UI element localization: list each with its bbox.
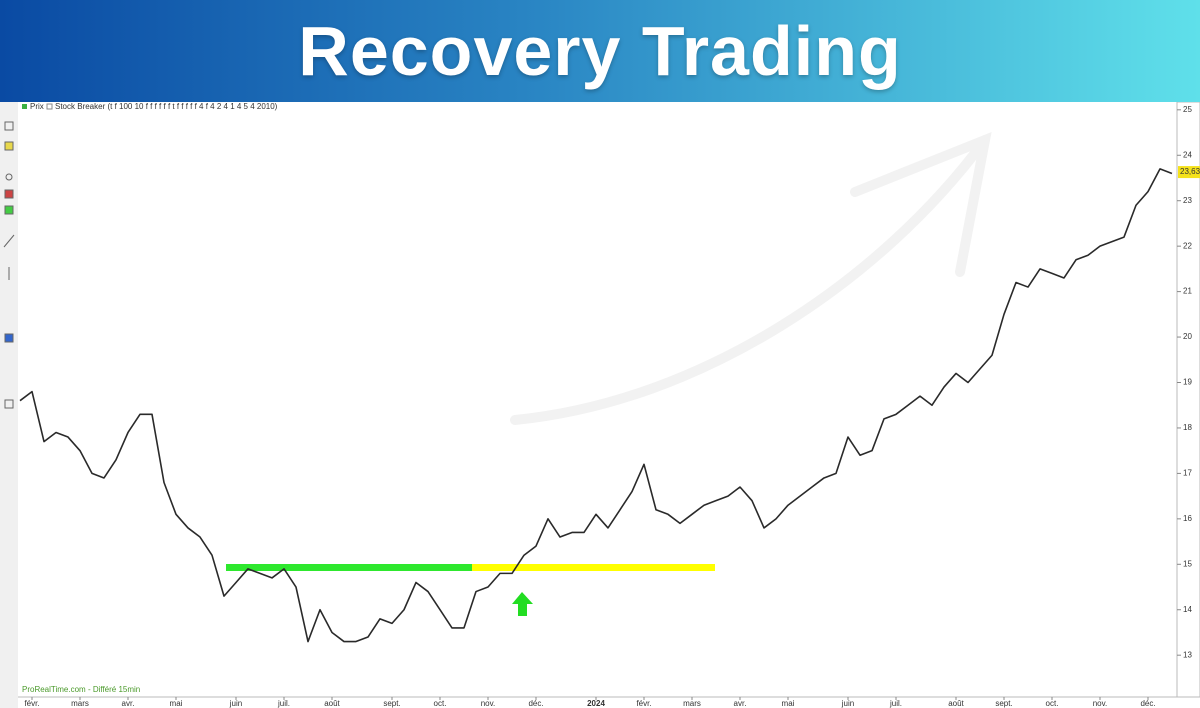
y-tick-label: 18 xyxy=(1183,423,1192,432)
x-tick-label: août xyxy=(948,699,964,708)
x-tick-label: avr. xyxy=(734,699,747,708)
y-tick-label: 25 xyxy=(1183,105,1192,114)
x-tick-label: mars xyxy=(71,699,89,708)
x-tick-label: févr. xyxy=(24,699,39,708)
tool-icon[interactable] xyxy=(4,121,14,131)
y-tick-label: 23 xyxy=(1183,196,1192,205)
tool-icon[interactable] xyxy=(4,189,14,199)
chart: Prix Stock Breaker (t f 100 10 f f f f f… xyxy=(0,102,1200,708)
tool-icon[interactable] xyxy=(4,333,14,343)
y-axis xyxy=(1176,102,1200,698)
tool-icon[interactable] xyxy=(4,141,14,151)
legend-label: Prix xyxy=(30,102,44,111)
x-tick-label: juin xyxy=(229,699,242,708)
y-tick-label: 20 xyxy=(1183,332,1192,341)
y-tick-label: 17 xyxy=(1183,469,1192,478)
tool-icon[interactable] xyxy=(4,399,14,409)
x-tick-label: oct. xyxy=(1046,699,1059,708)
x-tick-label: oct. xyxy=(434,699,447,708)
tool-icon[interactable] xyxy=(3,234,15,248)
x-tick-label: 2024 xyxy=(587,699,605,708)
y-tick-label: 14 xyxy=(1183,605,1192,614)
tool-icon[interactable] xyxy=(4,205,14,215)
y-tick-label: 16 xyxy=(1183,514,1192,523)
header-title: Recovery Trading xyxy=(298,12,902,90)
legend-swatch xyxy=(22,104,27,109)
x-tick-label: août xyxy=(324,699,340,708)
y-tick-label: 13 xyxy=(1183,650,1192,659)
x-tick-label: juin xyxy=(841,699,854,708)
legend-swatch xyxy=(46,103,53,110)
last-price-label: 23,63 xyxy=(1180,167,1200,176)
x-tick-label: mars xyxy=(683,699,701,708)
footer: ProRealTime.com - Différé 15min xyxy=(22,685,140,694)
y-tick-label: 15 xyxy=(1183,559,1192,568)
trend-arrow-head xyxy=(850,131,992,277)
x-tick-label: avr. xyxy=(122,699,135,708)
toolbar xyxy=(0,102,18,708)
y-tick-label: 22 xyxy=(1183,241,1192,250)
x-tick-label: juil. xyxy=(277,699,290,708)
x-tick-label: sept. xyxy=(995,699,1012,708)
x-tick-label: juil. xyxy=(889,699,902,708)
y-tick-label: 24 xyxy=(1183,150,1192,159)
x-tick-label: févr. xyxy=(636,699,651,708)
breakout-arrow xyxy=(512,592,533,616)
legend-label: Stock Breaker (t f 100 10 f f f f f f t … xyxy=(55,102,278,111)
x-tick-label: nov. xyxy=(1093,699,1108,708)
x-tick-label: mai xyxy=(170,699,183,708)
tool-icon[interactable] xyxy=(5,173,13,181)
x-tick-label: nov. xyxy=(481,699,496,708)
x-tick-label: sept. xyxy=(383,699,400,708)
x-tick-label: déc. xyxy=(528,699,543,708)
trend-arrow xyxy=(510,135,990,425)
last-price-box xyxy=(1178,166,1200,179)
y-tick-label: 21 xyxy=(1183,287,1192,296)
y-tick-label: 19 xyxy=(1183,378,1192,387)
header: Recovery Trading xyxy=(0,0,1200,102)
x-tick-label: mai xyxy=(782,699,795,708)
price-line xyxy=(19,168,1173,643)
x-tick-label: déc. xyxy=(1140,699,1155,708)
